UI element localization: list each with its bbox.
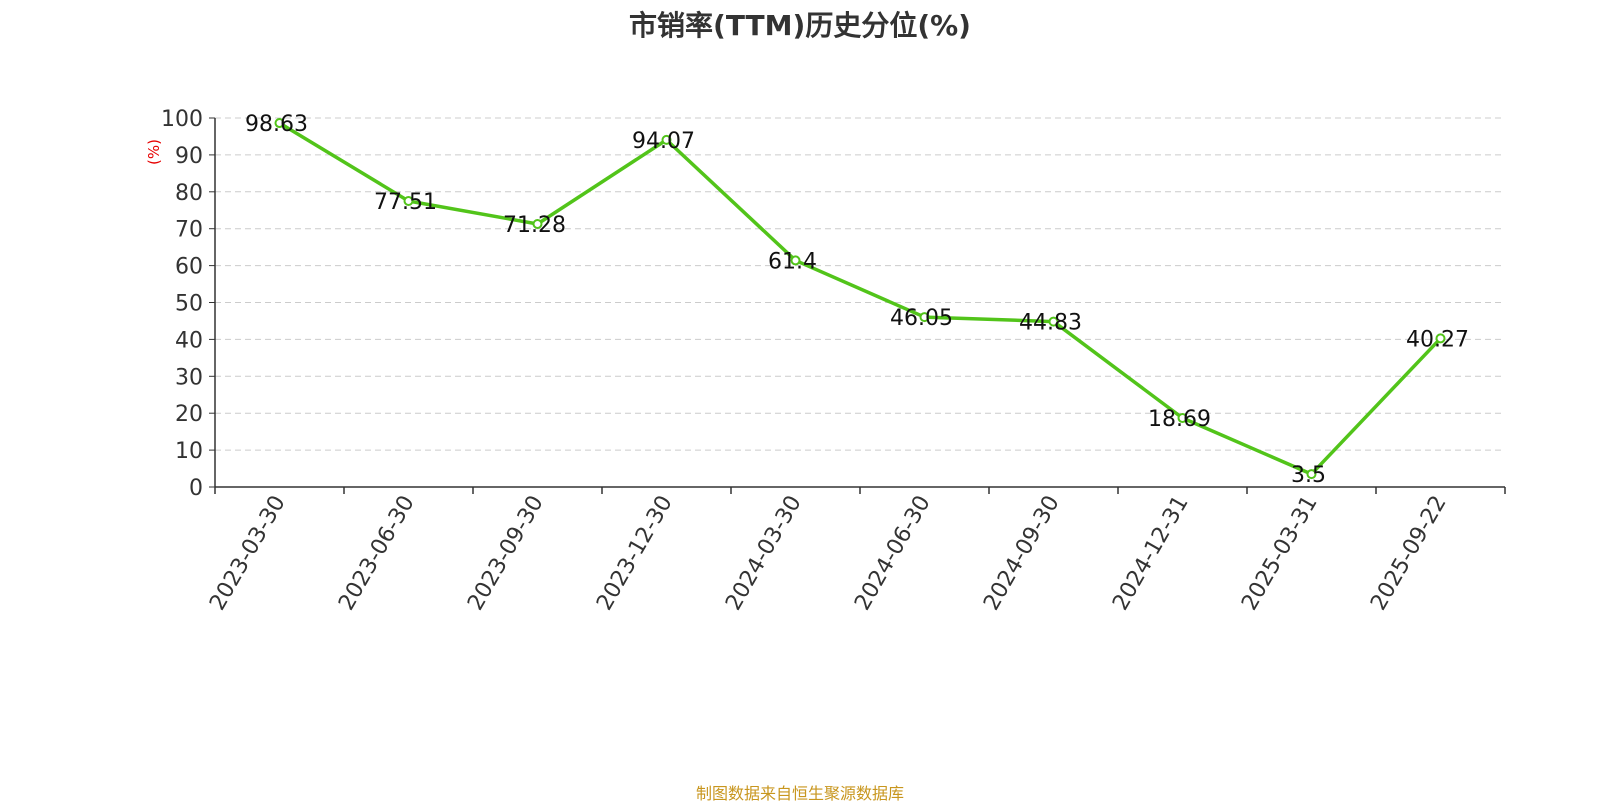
data-point [1435,333,1446,344]
x-tick-label: 2023-09-30 [463,492,549,615]
y-tick-label: 50 [175,292,203,317]
x-tick-label: 2023-06-30 [334,492,420,615]
y-tick-label: 40 [175,328,203,353]
data-label: 18.69 [1148,407,1211,432]
x-tick-label: 2024-03-30 [721,492,807,615]
series-line-group [274,118,1446,480]
series-line [278,121,1442,476]
y-tick-label: 0 [189,476,203,501]
y-tick-label: 100 [161,107,203,132]
y-axis-label: (%) [145,139,163,165]
data-point [790,255,801,266]
source-note: 制图数据来自恒生聚源数据库 [695,784,904,803]
axes: 0 10 20 30 40 50 60 70 80 90 100 (%) 2023-03-30 2023-… [145,107,1506,615]
grid-lines [215,117,1505,451]
chart-title: 市销率(TTM)历史分位(%) [629,9,971,42]
y-tick-label: 60 [175,255,203,280]
x-tick-label: 2024-09-30 [979,492,1065,615]
data-point [274,118,285,129]
x-tick-label: 2024-06-30 [850,492,936,615]
y-tick-label: 70 [175,218,203,243]
data-label: 46.05 [890,306,953,331]
y-tick-label: 30 [175,365,203,390]
x-tick-label: 2025-03-31 [1237,492,1323,615]
data-point [1177,413,1188,424]
data-label: 44.83 [1019,311,1082,336]
x-tick-label: 2023-12-30 [592,492,678,615]
x-tick-label: 2024-12-31 [1108,492,1194,615]
x-tick-label: 2025-09-22 [1366,492,1452,615]
data-label: 71.28 [503,213,566,238]
data-point [403,195,414,206]
y-tick-label: 10 [175,439,203,464]
data-point [919,312,930,323]
data-label: 61.4 [768,249,817,274]
data-label: 40.27 [1406,327,1469,352]
data-point [532,218,543,229]
x-tick-label: 2023-03-30 [205,492,291,615]
y-tick-label: 90 [175,144,203,169]
data-point [1048,316,1059,327]
y-tick-label: 20 [175,402,203,427]
data-label: 3.5 [1291,463,1326,488]
data-labels: 98.63 77.51 71.28 94.07 61.4 46.05 44.83 18.69 3… [245,112,1469,488]
data-point [1306,469,1317,480]
data-label: 94.07 [632,129,695,154]
y-tick-label: 80 [175,181,203,206]
data-point [661,134,672,145]
data-label: 98.63 [245,112,308,137]
data-label: 77.51 [374,190,437,215]
